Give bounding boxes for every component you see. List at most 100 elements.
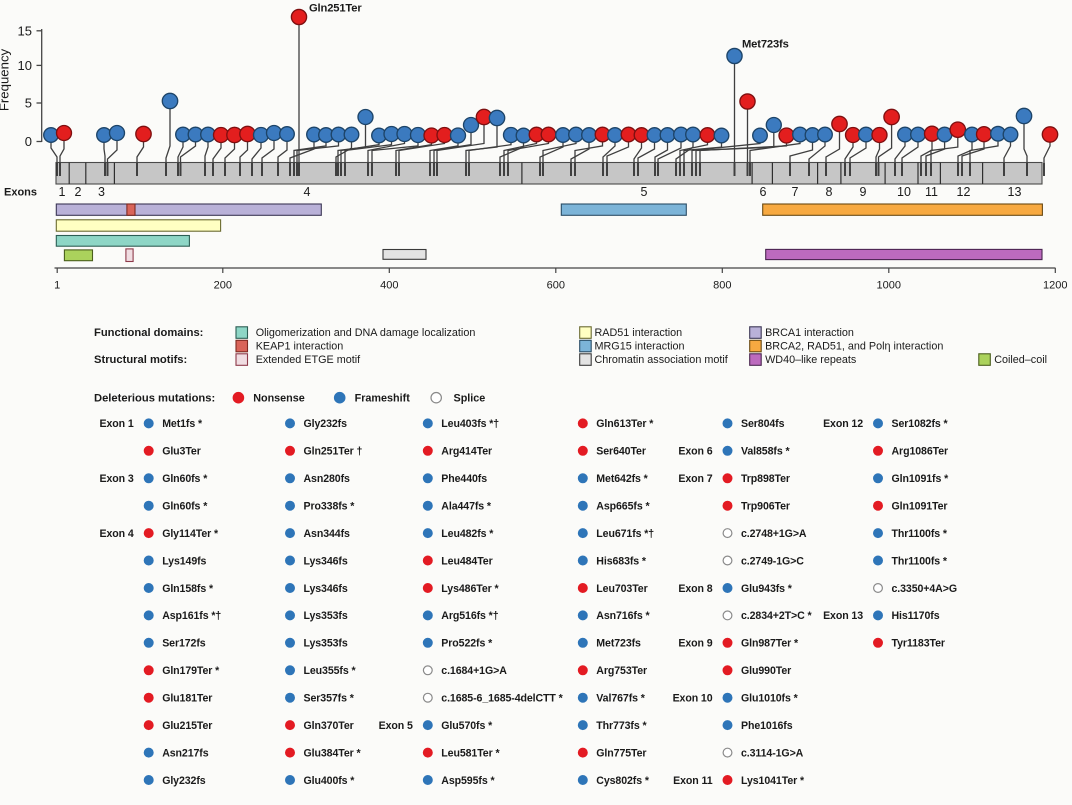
svg-text:Asp595fs *: Asp595fs * xyxy=(441,775,495,787)
svg-text:Arg516fs *†: Arg516fs *† xyxy=(441,610,498,622)
svg-text:15: 15 xyxy=(18,23,32,38)
svg-text:Lys346fs: Lys346fs xyxy=(304,555,348,567)
svg-text:Gln613Ter *: Gln613Ter * xyxy=(596,418,654,430)
svg-text:Exon 4: Exon 4 xyxy=(100,528,134,540)
svg-text:BRCA1 interaction: BRCA1 interaction xyxy=(765,327,854,339)
svg-text:1200: 1200 xyxy=(1043,280,1067,292)
svg-text:10: 10 xyxy=(18,58,32,73)
svg-text:8: 8 xyxy=(826,185,833,199)
svg-text:RAD51 interaction: RAD51 interaction xyxy=(595,327,683,339)
svg-text:Exon 13: Exon 13 xyxy=(823,610,863,622)
svg-text:Thr773fs *: Thr773fs * xyxy=(596,720,647,732)
svg-text:Ser172fs: Ser172fs xyxy=(162,638,206,650)
svg-text:Ser357fs *: Ser357fs * xyxy=(304,693,355,705)
svg-text:Gln775Ter: Gln775Ter xyxy=(596,747,646,759)
svg-text:Extended ETGE motif: Extended ETGE motif xyxy=(256,354,361,366)
svg-text:5: 5 xyxy=(25,96,32,111)
svg-text:Glu943fs *: Glu943fs * xyxy=(741,583,793,595)
svg-text:Glu1010fs *: Glu1010fs * xyxy=(741,693,799,705)
svg-text:Asn280fs: Asn280fs xyxy=(304,473,351,485)
svg-text:12: 12 xyxy=(957,185,971,199)
svg-text:6: 6 xyxy=(760,185,767,199)
svg-text:Lys1041Ter *: Lys1041Ter * xyxy=(741,775,805,787)
svg-text:800: 800 xyxy=(713,280,731,292)
svg-text:Exon 9: Exon 9 xyxy=(678,638,712,650)
svg-text:c.2834+2T>C *: c.2834+2T>C * xyxy=(741,610,813,622)
svg-text:Lys353fs: Lys353fs xyxy=(304,638,348,650)
svg-text:Arg414Ter: Arg414Ter xyxy=(441,446,492,458)
svg-text:Gln60fs *: Gln60fs * xyxy=(162,473,208,485)
svg-text:Gly232fs: Gly232fs xyxy=(162,775,206,787)
svg-text:Cys802fs *: Cys802fs * xyxy=(596,775,650,787)
svg-text:Lys353fs: Lys353fs xyxy=(304,610,348,622)
svg-text:Glu400fs *: Glu400fs * xyxy=(304,775,356,787)
svg-text:Val858fs *: Val858fs * xyxy=(741,446,790,458)
svg-text:Splice: Splice xyxy=(454,393,486,405)
svg-text:Gln1091Ter: Gln1091Ter xyxy=(892,501,948,513)
svg-text:Gln179Ter *: Gln179Ter * xyxy=(162,665,220,677)
svg-text:Gln251Ter: Gln251Ter xyxy=(309,3,362,15)
svg-text:13: 13 xyxy=(1008,185,1022,199)
svg-text:c.1684+1G>A: c.1684+1G>A xyxy=(441,665,507,677)
svg-text:Exon 6: Exon 6 xyxy=(678,446,712,458)
svg-text:Thr1100fs *: Thr1100fs * xyxy=(892,528,948,540)
svg-text:Ser640Ter: Ser640Ter xyxy=(596,446,646,458)
svg-text:Oligomerization and DNA damage: Oligomerization and DNA damage localizat… xyxy=(256,327,476,339)
svg-text:9: 9 xyxy=(860,185,867,199)
svg-text:Leu482fs *: Leu482fs * xyxy=(441,528,494,540)
svg-text:Leu484Ter: Leu484Ter xyxy=(441,555,492,567)
svg-text:Exon 5: Exon 5 xyxy=(379,720,413,732)
svg-text:Lys149fs: Lys149fs xyxy=(162,555,206,567)
svg-text:7: 7 xyxy=(792,185,799,199)
svg-text:Deleterious mutations:: Deleterious mutations: xyxy=(94,393,215,405)
svg-text:Met642fs *: Met642fs * xyxy=(596,473,648,485)
svg-text:Lys486Ter *: Lys486Ter * xyxy=(441,583,499,595)
svg-text:Exon 12: Exon 12 xyxy=(823,418,863,430)
svg-text:Leu671fs *†: Leu671fs *† xyxy=(596,528,654,540)
svg-text:Asp161fs *†: Asp161fs *† xyxy=(162,610,221,622)
svg-text:5: 5 xyxy=(641,185,648,199)
svg-text:0: 0 xyxy=(25,134,32,149)
svg-text:Thr1100fs *: Thr1100fs * xyxy=(892,555,948,567)
svg-text:Trp906Ter: Trp906Ter xyxy=(741,501,790,513)
svg-text:KEAP1 interaction: KEAP1 interaction xyxy=(256,341,344,353)
svg-text:Arg753Ter: Arg753Ter xyxy=(596,665,647,677)
svg-text:Leu703Ter: Leu703Ter xyxy=(596,583,647,595)
svg-text:Asn344fs: Asn344fs xyxy=(304,528,351,540)
svg-text:Exon 8: Exon 8 xyxy=(678,583,712,595)
svg-text:Nonsense: Nonsense xyxy=(253,393,305,405)
svg-text:Exon 7: Exon 7 xyxy=(678,473,712,485)
svg-text:Trp898Ter: Trp898Ter xyxy=(741,473,790,485)
svg-text:Val767fs *: Val767fs * xyxy=(596,693,645,705)
svg-text:Ala447fs *: Ala447fs * xyxy=(441,501,492,513)
svg-text:11: 11 xyxy=(925,185,938,199)
svg-text:Exon 11: Exon 11 xyxy=(673,775,713,787)
svg-text:Coiled–coil: Coiled–coil xyxy=(994,354,1047,366)
svg-text:Frequency: Frequency xyxy=(0,48,12,111)
svg-text:Gly232fs: Gly232fs xyxy=(304,418,348,430)
svg-text:Leu581Ter *: Leu581Ter * xyxy=(441,747,500,759)
svg-text:1000: 1000 xyxy=(877,280,901,292)
svg-text:Gln987Ter *: Gln987Ter * xyxy=(741,638,799,650)
svg-text:Glu384Ter *: Glu384Ter * xyxy=(304,747,362,759)
svg-text:c.2749-1G>C: c.2749-1G>C xyxy=(741,555,804,567)
svg-text:Gln158fs *: Gln158fs * xyxy=(162,583,214,595)
svg-text:Gln370Ter: Gln370Ter xyxy=(304,720,354,732)
svg-text:Glu990Ter: Glu990Ter xyxy=(741,665,791,677)
svg-text:Met723fs: Met723fs xyxy=(742,39,789,51)
svg-text:400: 400 xyxy=(380,280,398,292)
svg-text:Exon 3: Exon 3 xyxy=(100,473,134,485)
svg-text:c.3114-1G>A: c.3114-1G>A xyxy=(741,747,804,759)
svg-text:Frameshift: Frameshift xyxy=(355,393,411,405)
svg-text:Asn716fs *: Asn716fs * xyxy=(596,610,650,622)
svg-text:Phe1016fs: Phe1016fs xyxy=(741,720,793,732)
svg-text:Phe440fs: Phe440fs xyxy=(441,473,487,485)
svg-text:Gly114Ter *: Gly114Ter * xyxy=(162,528,219,540)
svg-text:Gln251Ter †: Gln251Ter † xyxy=(304,446,363,458)
svg-text:1: 1 xyxy=(54,280,60,292)
svg-text:Exon 10: Exon 10 xyxy=(673,693,713,705)
svg-text:Ser804fs: Ser804fs xyxy=(741,418,785,430)
svg-text:Met723fs: Met723fs xyxy=(596,638,641,650)
svg-text:1: 1 xyxy=(59,185,66,199)
svg-text:Gln60fs *: Gln60fs * xyxy=(162,501,208,513)
